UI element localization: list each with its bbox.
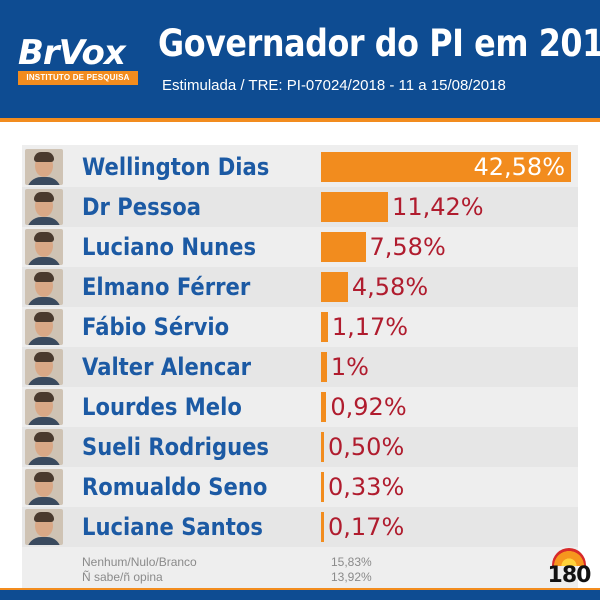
header-banner: BrVox INSTITUTO DE PESQUISA Governador d…: [0, 0, 600, 118]
value-bar: [321, 272, 348, 302]
logo-subtitle: INSTITUTO DE PESQUISA: [18, 71, 138, 85]
candidate-photo: [25, 349, 63, 385]
candidate-name: Valter Alencar: [82, 353, 252, 381]
extra-value-none: 15,83%: [331, 555, 372, 569]
candidate-row: Fábio Sérvio 1,17%: [22, 307, 578, 347]
candidate-row: Romualdo Seno 0,33%: [22, 467, 578, 507]
sun-graphic: [552, 548, 586, 566]
value-bar: [321, 432, 324, 462]
value-label: 0,92%: [330, 393, 407, 421]
candidate-photo: [25, 429, 63, 465]
candidate-name: Romualdo Seno: [82, 473, 268, 501]
value-label: 0,50%: [328, 433, 405, 461]
candidate-photo: [25, 309, 63, 345]
candidate-photo: [25, 469, 63, 505]
candidate-row: Wellington Dias 42,58%: [22, 147, 578, 187]
candidate-photo: [25, 189, 63, 225]
brvox-logo: BrVox INSTITUTO DE PESQUISA: [18, 34, 140, 86]
value-label: 7,58%: [369, 233, 446, 261]
candidate-name: Elmano Férrer: [82, 273, 251, 301]
value-bar: [321, 312, 328, 342]
chart-title: Governador do PI em 2018: [158, 22, 600, 65]
candidate-photo: [25, 389, 63, 425]
value-label: 11,42%: [392, 193, 484, 221]
candidate-name: Luciano Nunes: [82, 233, 257, 261]
candidate-row: Luciano Nunes 7,58%: [22, 227, 578, 267]
candidate-photo: [25, 149, 63, 185]
extra-value-dont-know: 13,92%: [331, 570, 372, 584]
value-bar: [321, 232, 366, 262]
value-label: 4,58%: [351, 273, 429, 301]
candidate-name: Wellington Dias: [82, 153, 270, 181]
candidate-row: Elmano Férrer 4,58%: [22, 267, 578, 307]
value-bar: [321, 352, 327, 382]
value-label: 42,58%: [473, 153, 565, 181]
value-bar: [321, 192, 389, 222]
value-label: 1%: [330, 353, 369, 381]
extra-label-dont-know: Ñ sabe/ñ opina: [82, 570, 163, 584]
candidate-row: Dr Pessoa 11,42%: [22, 187, 578, 227]
candidate-name: Luciane Santos: [82, 513, 263, 541]
candidate-row: Valter Alencar 1%: [22, 347, 578, 387]
value-bar: [321, 472, 324, 502]
value-label: 1,17%: [331, 313, 409, 341]
sun-logo-icon: 180: [542, 548, 596, 588]
footer-bar: [0, 590, 600, 600]
badge-number: 180: [547, 563, 592, 588]
value-label: 0,33%: [328, 473, 405, 501]
candidate-row: Lourdes Melo 0,92%: [22, 387, 578, 427]
value-bar: [321, 512, 324, 542]
candidate-photo: [25, 269, 63, 305]
candidate-name: Fábio Sérvio: [82, 313, 230, 341]
candidate-name: Sueli Rodrigues: [82, 433, 269, 461]
footer-divider: [0, 588, 600, 590]
value-bar: [321, 152, 571, 182]
candidate-row: Sueli Rodrigues 0,50%: [22, 427, 578, 467]
candidate-photo: [25, 229, 63, 265]
value-label: 0,17%: [328, 513, 405, 541]
extra-label-none: Nenhum/Nulo/Branco: [82, 555, 197, 569]
value-bar: [321, 392, 327, 422]
chart-subtitle: Estimulada / TRE: PI-07024/2018 - 11 a 1…: [162, 77, 506, 94]
candidate-row: Luciane Santos 0,17%: [22, 507, 578, 547]
candidate-name: Lourdes Melo: [82, 393, 242, 421]
candidate-name: Dr Pessoa: [82, 193, 202, 221]
candidate-photo: [25, 509, 63, 545]
logo-text: BrVox: [18, 33, 126, 73]
header-divider: [0, 118, 600, 122]
